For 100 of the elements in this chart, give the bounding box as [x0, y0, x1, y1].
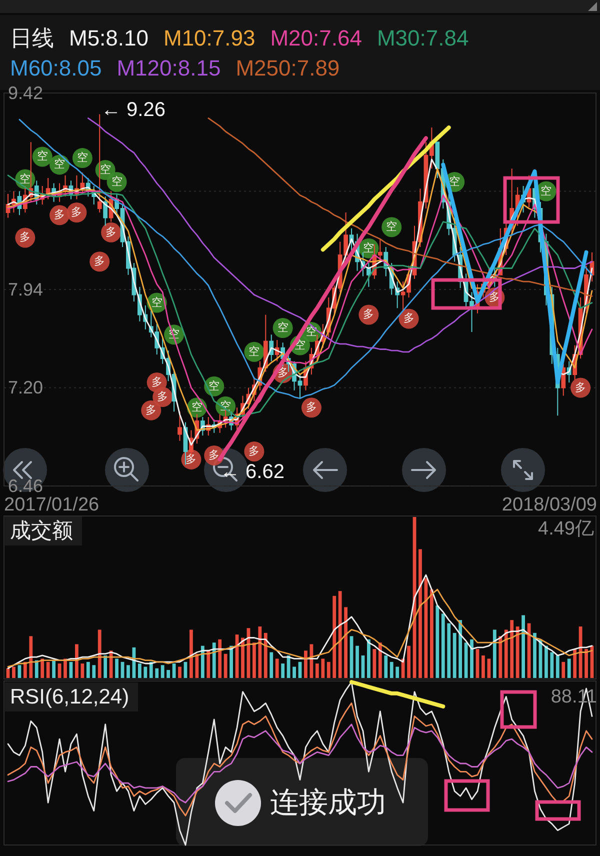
bar — [367, 639, 370, 678]
annotation: 连接成功 — [270, 787, 386, 819]
bar — [482, 655, 485, 678]
bar — [241, 638, 244, 678]
text: 2017/01/26 — [4, 494, 100, 516]
bar — [23, 662, 27, 678]
bar — [510, 620, 514, 678]
bar — [264, 632, 268, 678]
bar — [470, 639, 474, 678]
text: 空 — [191, 402, 202, 414]
bar — [332, 596, 336, 678]
text: 多 — [403, 312, 414, 325]
bar — [447, 623, 451, 678]
text: 空 — [151, 296, 162, 309]
bar — [356, 646, 359, 678]
bar — [544, 646, 548, 678]
bar — [86, 662, 90, 678]
text: 2018/03/09 — [502, 494, 597, 516]
bar — [516, 626, 520, 678]
bar — [75, 644, 78, 678]
y-tick-label: 6.46 — [8, 476, 44, 496]
text: 多 — [248, 445, 260, 458]
bar — [52, 660, 56, 678]
y-tick-label: 9.42 — [8, 82, 44, 103]
bar — [190, 630, 193, 678]
text: 空 — [100, 164, 111, 176]
text: M5:8.10 — [69, 26, 148, 50]
bar — [206, 650, 210, 678]
text: 多 — [208, 449, 220, 462]
text: 多 — [151, 376, 162, 388]
bar — [92, 665, 96, 678]
text: 空 — [449, 176, 460, 188]
bar — [584, 649, 588, 678]
bar — [160, 665, 164, 678]
text: M10:7.93 — [164, 26, 256, 50]
text: 空 — [76, 152, 88, 164]
text: 空 — [20, 173, 31, 186]
bar — [344, 607, 348, 678]
bar — [46, 662, 50, 678]
chart-title: 日线 — [10, 26, 54, 50]
bar — [224, 654, 228, 678]
text: 空 — [386, 221, 398, 234]
bar — [29, 636, 33, 678]
bar — [64, 658, 67, 678]
annotation: ← 9.26 — [101, 99, 166, 121]
bar — [218, 639, 222, 678]
bar — [149, 662, 153, 678]
text: 空 — [54, 158, 66, 171]
bar — [292, 666, 296, 678]
bar — [166, 670, 170, 678]
bar — [498, 636, 502, 678]
bar — [212, 642, 216, 678]
bar — [562, 662, 566, 678]
bar — [407, 646, 410, 678]
text: 多 — [277, 367, 288, 380]
bar — [98, 630, 102, 678]
bar — [270, 652, 274, 678]
bar — [144, 666, 148, 678]
bar — [396, 666, 400, 678]
bar — [34, 660, 38, 678]
candlestick — [178, 411, 182, 442]
bar — [275, 658, 279, 678]
bar — [441, 614, 445, 678]
text: 多 — [94, 256, 106, 268]
bar — [533, 632, 536, 678]
bar — [252, 642, 256, 678]
bar — [418, 549, 422, 678]
bar — [452, 632, 456, 678]
bar — [315, 664, 319, 678]
series-label: M60:8.05 — [10, 56, 102, 80]
text: 多 — [306, 402, 317, 414]
bar — [12, 666, 16, 678]
chart-title: RSI(6,12,24) — [10, 686, 130, 708]
text: M20:7.64 — [270, 26, 362, 50]
bar — [458, 620, 462, 678]
text: 多 — [363, 308, 374, 321]
text: 空 — [363, 242, 374, 254]
bar — [567, 658, 571, 678]
series-label: 多 — [146, 404, 157, 416]
text: 空 — [277, 322, 288, 334]
candlestick — [97, 114, 102, 213]
bar — [230, 646, 233, 678]
text: M250:7.89 — [236, 56, 340, 80]
text: 空 — [111, 176, 122, 188]
chart-title: 成交额 — [10, 520, 73, 542]
candlestick — [46, 177, 50, 200]
y-tick-label: 7.20 — [8, 378, 44, 398]
text: M30:7.84 — [376, 26, 469, 50]
bar — [321, 658, 325, 678]
text: 多 — [20, 232, 31, 244]
text: 多 — [186, 453, 197, 466]
text: 多 — [575, 382, 586, 394]
bar — [178, 666, 182, 678]
annotation: 4.49亿 — [538, 518, 594, 540]
bar — [109, 650, 113, 678]
bar — [487, 658, 491, 678]
bar — [573, 649, 577, 678]
text: 多 — [71, 206, 82, 218]
text: 空 — [306, 326, 317, 338]
y-tick-label: 7.94 — [8, 279, 44, 300]
